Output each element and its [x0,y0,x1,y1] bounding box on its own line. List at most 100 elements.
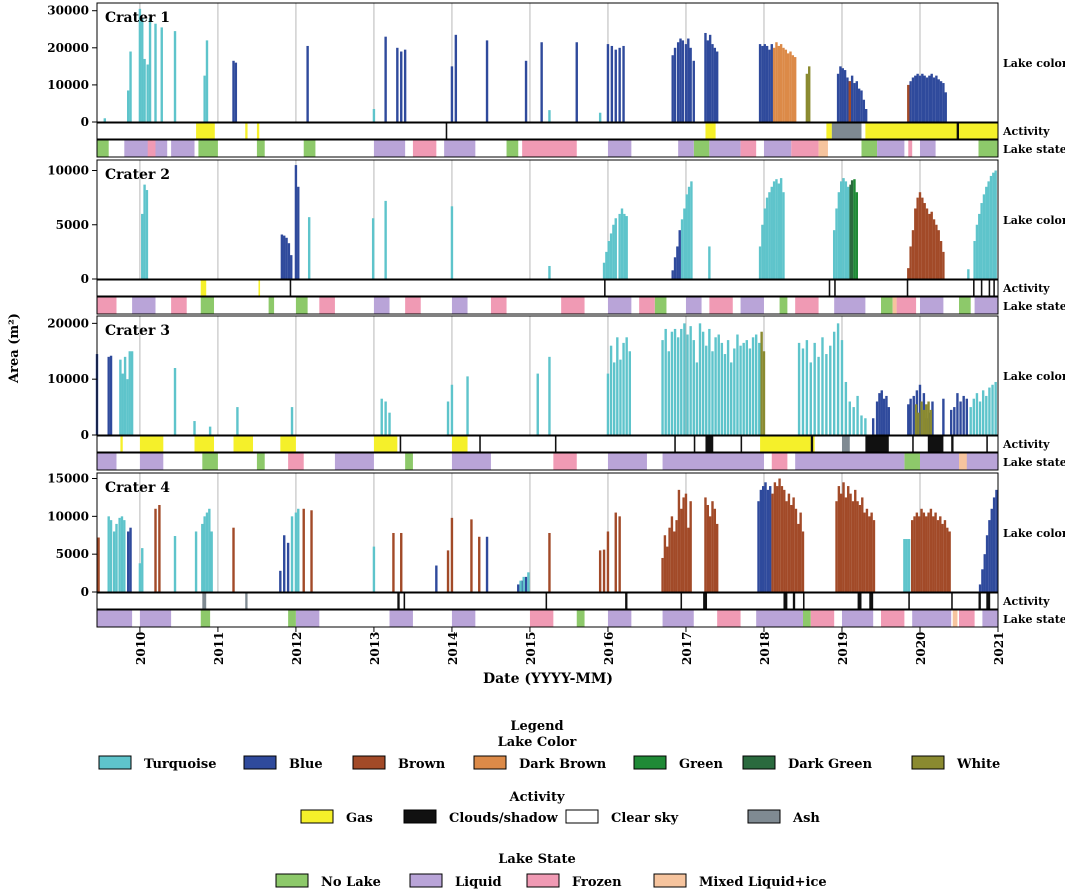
bar-crater-4-brown [787,493,791,592]
bar-crater-2-brown [937,230,940,279]
y-tick-label: 0 [81,272,89,286]
bar-crater-3-turquoise [748,348,752,435]
activity-gas [826,123,832,139]
activity-clouds-shadow [783,593,788,609]
bar-crater-4-brown [673,531,676,592]
state-liquid [139,610,172,627]
state-frozen [522,140,577,157]
bar-crater-3-white [925,404,928,435]
activity-clouds-shadow [792,593,796,609]
bar-crater-2-turquoise [832,230,836,279]
state-mixed-liquid-ice [958,453,967,470]
legend-label: Liquid [455,875,502,890]
bar-crater-1-blue [689,47,692,122]
legend-swatch-clear-sky [565,809,599,824]
activity-strip-crater-4 [97,593,998,609]
activity-gas [233,436,254,452]
bar-crater-3-turquoise [809,362,812,435]
bar-crater-1-blue [909,81,912,122]
bar-crater-1-turquoise [129,51,132,122]
bar-crater-2-turquoise [384,200,387,279]
bar-crater-4-brown [872,520,876,592]
bar-crater-3-turquoise [711,351,714,435]
state-liquid [795,453,905,470]
bar-crater-3-turquoise [985,395,988,435]
state-frozen [319,297,335,314]
legend-item-clouds-shadow: Clouds/shadow [403,809,559,826]
bar-crater-4-brown [835,501,838,592]
state-frozen [490,297,507,314]
bar-crater-4-brown [847,486,850,592]
bar-crater-4-brown [913,516,916,592]
bar-crater-2-turquoise [625,216,628,279]
bar-crater-2-turquoise [775,179,778,279]
bar-crater-1-blue [396,47,399,122]
legend-swatch-ash [747,809,781,824]
bar-crater-3-blue [871,418,875,435]
bar-crater-2-turquoise [967,269,970,279]
bar-crater-4-brown [785,501,788,592]
bar-crater-4-brown [799,512,802,592]
legend-item-blue: Blue [243,755,323,772]
bar-crater-2-turquoise [840,181,843,279]
bar-crater-4-brown [861,497,864,592]
state-liquid [607,140,632,157]
bar-crater-3-white [920,401,923,435]
bar-crater-4-brown [920,508,923,592]
state-frozen [561,297,585,314]
bar-crater-4-blue [983,554,986,592]
bar-crater-4-turquoise [372,546,376,592]
legend-item-ash: Ash [747,809,820,826]
legend-label: Gas [346,811,373,826]
bar-crater-2-turquoise [763,208,766,279]
bar-crater-4-brown [478,536,481,592]
activity-clouds-shadow [705,436,714,452]
bar-crater-2-turquoise [985,186,988,279]
bar-crater-4-turquoise [903,539,906,592]
bar-crater-4-blue [995,489,998,592]
state-liquid [295,610,320,627]
bar-crater-3-turquoise [817,356,820,435]
bar-crater-3-blue [107,356,110,435]
bar-crater-3-turquoise [380,398,383,435]
bar-crater-3-white [914,404,918,435]
state-liquid [389,610,413,627]
bar-crater-3-turquoise [548,356,551,435]
bar-crater-3-turquoise [969,407,972,435]
state-liquid [763,140,792,157]
bar-crater-3-turquoise [123,356,127,435]
bar-crater-2-turquoise [994,170,997,279]
state-liquid [974,297,998,314]
bar-crater-1-blue [841,68,844,122]
bar-crater-4-brown [548,532,551,592]
y-tick-label: 15000 [47,472,89,486]
activity-gas [256,123,260,139]
legend-swatch-dark-brown [473,755,507,770]
bar-crater-1-blue [234,62,238,122]
bar-crater-3-blue [878,393,881,435]
bar-crater-3-turquoise [536,373,539,435]
bar-crater-1-turquoise [141,18,144,123]
y-tick-label: 20000 [47,316,89,330]
bar-crater-4-brown [661,557,664,592]
bar-crater-2-blue [673,257,677,279]
state-liquid [97,610,133,627]
bar-crater-3-turquoise [730,362,733,435]
x-tick-label: 2013 [368,632,382,665]
state-no-lake [958,297,971,314]
state-no-lake [97,140,109,157]
bar-crater-3-blue [875,401,879,435]
bar-crater-4-brown [713,508,717,592]
state-frozen [795,297,819,314]
state-frozen [147,140,156,157]
bar-crater-1-white [805,73,809,122]
activity-clouds-shadow [810,436,814,452]
bar-crater-3-blue [942,398,945,435]
bar-crater-4-turquoise [107,516,110,592]
bar-crater-2-turquoise [371,218,375,279]
legend-swatch-frozen [526,873,560,888]
bar-crater-3-white [917,412,920,435]
bar-crater-2-turquoise [768,192,771,279]
bar-crater-3-turquoise [726,340,730,435]
state-no-lake [256,140,265,157]
